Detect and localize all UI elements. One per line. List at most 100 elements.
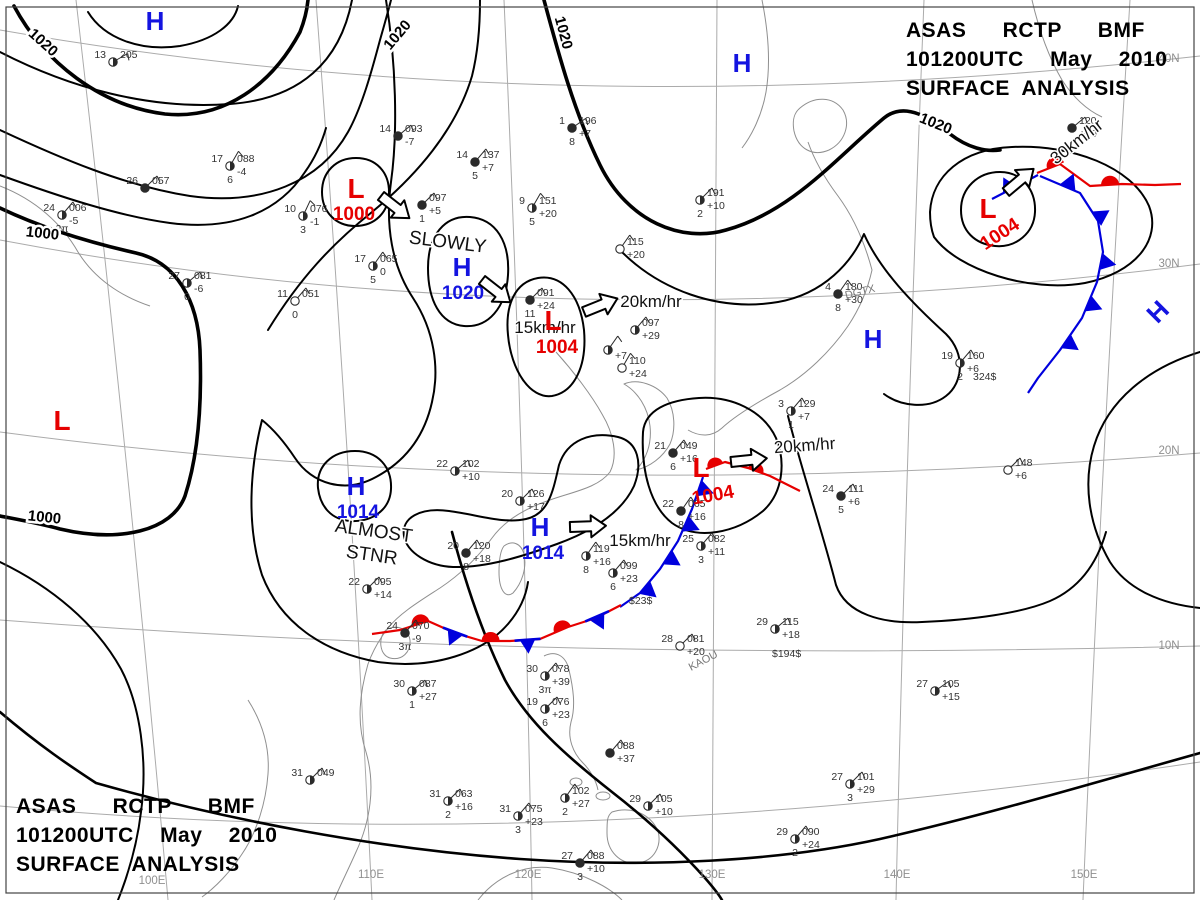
station-tendency: +7 (798, 411, 810, 423)
station-tendency: +37 (617, 753, 635, 765)
coastline (741, 0, 769, 149)
wind-barb-tick (711, 187, 716, 195)
station-pressure: 091 (537, 287, 555, 299)
station-pressure: 057 (152, 175, 170, 187)
station-circle (575, 858, 585, 868)
movement-annotation: SLOWLY (408, 227, 488, 257)
title-block-bottom-left: ASAS RCTP BMF 101200UTC May 2010 SURFACE… (16, 792, 277, 879)
wind-barb-tick (305, 287, 310, 295)
station-pressure: 111 (848, 483, 864, 495)
wind-barb-tick (787, 617, 791, 625)
movement-arrow-icon (581, 292, 619, 318)
wind-barb-tick (476, 539, 481, 547)
cloud-cover-half (455, 466, 460, 476)
front-line (1027, 174, 1105, 394)
coastline (623, 381, 675, 471)
station-low: 5 (838, 504, 844, 516)
station-tendency: +10 (1079, 128, 1097, 140)
station-circle (675, 641, 685, 651)
station-pressure: 006 (69, 202, 87, 214)
station-tendency: +24 (537, 300, 555, 312)
wind-barb-tick (378, 576, 383, 584)
cloud-cover-half (532, 203, 537, 213)
station-temp: 17 (354, 253, 366, 265)
station-circle (1067, 123, 1077, 133)
station-tendency: +27 (572, 798, 590, 810)
station-plot: 31 049 (291, 767, 335, 785)
station-temp: 30 (526, 663, 538, 675)
isobar (929, 145, 1154, 287)
station-plot: 10 076-1 3 (284, 200, 328, 236)
station-low: 2 (697, 208, 703, 220)
cloud-cover-half (545, 704, 550, 714)
station-temp: 21 (654, 440, 666, 452)
station-circle (668, 448, 678, 458)
station-pressure: 049 (680, 440, 698, 452)
station-temp: 9 (519, 195, 525, 207)
wind-barb-tick (683, 439, 688, 447)
title-block-top-right: ASAS RCTP BMF 101200UTC May 2010 SURFACE… (906, 16, 1167, 103)
station-tendency: +30 (845, 294, 863, 306)
station-plot: 097+29 (630, 316, 660, 342)
title-line-datetime: 101200UTC May 2010 (16, 824, 278, 847)
station-low: 8 (835, 302, 841, 314)
isobar (267, 0, 481, 331)
title-line-type: SURFACE ANALYSIS (16, 853, 240, 876)
station-plot: 20 126+17 (501, 488, 545, 513)
station-tendency: +29 (857, 784, 875, 796)
station-plot: +7 (603, 335, 627, 362)
station-pressure: 102 (462, 458, 480, 470)
station-tendency: +10 (707, 200, 725, 212)
station-temp: 24 (386, 620, 398, 632)
movement-arrow-icon (729, 447, 768, 472)
station-low: 5 (529, 216, 535, 228)
station-low: 5 (472, 170, 478, 182)
cloud-cover-half (310, 775, 315, 785)
station-pressure: 110 (629, 355, 646, 367)
station-tendency: 0 (380, 266, 386, 278)
latitude-label: 10N (1158, 640, 1179, 652)
wind-barb-tick (1019, 457, 1024, 465)
wind-barb-tick (595, 541, 601, 549)
cold-front-symbol (1061, 334, 1079, 351)
station-tendency: +7 (579, 128, 591, 140)
cold-segment (514, 637, 541, 642)
isobar (960, 171, 1037, 248)
station-tendency: +27 (419, 691, 437, 703)
wind-barb-tick (574, 783, 580, 791)
station-pressure: 065 (688, 498, 706, 510)
movement-arrows (376, 167, 1035, 539)
map-frame (5, 6, 1195, 894)
station-tendency: -4 (237, 166, 246, 178)
isobar (402, 434, 640, 569)
station-temp: 14 (456, 149, 468, 161)
isobar (1087, 351, 1200, 609)
station-plot: 11 051 0 (277, 287, 320, 321)
station-pressure: 070 (412, 620, 430, 632)
cloud-cover-half (608, 345, 613, 355)
cloud-cover-half (795, 834, 800, 844)
station-pressure: 095 (374, 576, 392, 588)
cloud-cover-half (448, 796, 453, 806)
movement-annotation: 20km/hr (620, 292, 682, 311)
front-warm (1036, 156, 1182, 188)
pressure-letter: H (531, 512, 550, 542)
station-plot: 13 205 (94, 49, 138, 67)
station-pressure: 076 (552, 696, 570, 708)
station-temp: 27 (168, 270, 180, 282)
station-circle (605, 748, 615, 758)
station-low: 0 (184, 291, 190, 303)
station-low: 0 (292, 309, 298, 321)
coastline (333, 351, 615, 900)
warm-front-symbol (411, 614, 430, 627)
station-plot: 24 111+6 5 (822, 483, 864, 516)
wind-barb-tick (617, 335, 623, 343)
cloud-cover-half (62, 210, 67, 220)
station-temp: 24 (822, 483, 834, 495)
station-pressure: 151 (539, 195, 557, 207)
coastline (543, 653, 599, 791)
